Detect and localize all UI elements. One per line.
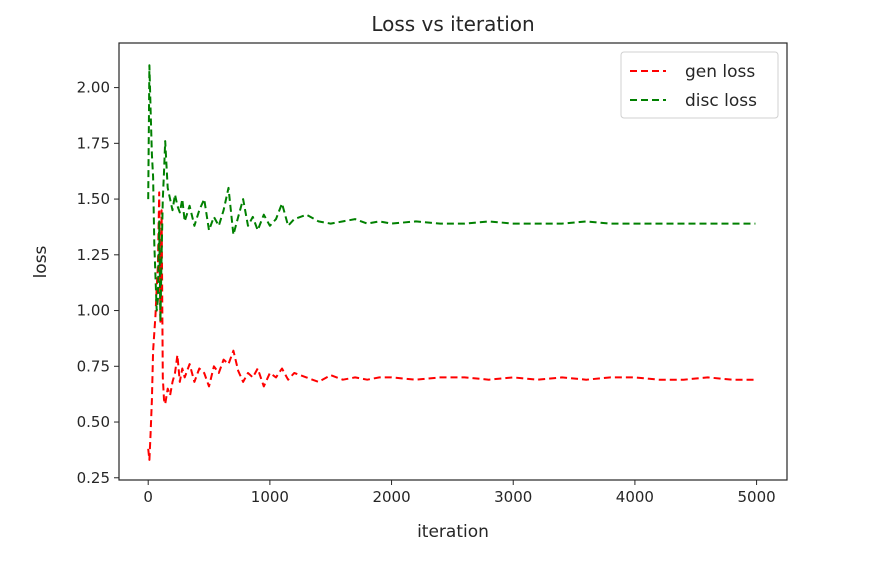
legend: gen loss disc loss bbox=[620, 51, 779, 119]
disc-loss-line bbox=[147, 64, 756, 323]
x-axis-ticks: 0 1000 2000 3000 4000 5000 bbox=[143, 480, 776, 506]
y-tick-label: 1.25 bbox=[77, 246, 110, 264]
y-tick-label: 1.50 bbox=[77, 190, 110, 208]
legend-disc-loss-label: disc loss bbox=[685, 91, 757, 111]
legend-gen-loss-label: gen loss bbox=[685, 62, 755, 82]
y-tick-label: 1.00 bbox=[77, 302, 110, 320]
y-tick-label: 1.75 bbox=[77, 134, 110, 152]
legend-box bbox=[620, 51, 779, 119]
y-tick-label: 0.25 bbox=[77, 469, 110, 487]
x-tick-label: 3000 bbox=[494, 488, 532, 506]
y-axis-ticks: 0.25 0.50 0.75 1.00 1.25 1.50 1.75 2.00 bbox=[77, 79, 119, 487]
series-layer bbox=[147, 64, 756, 461]
x-tick-label: 2000 bbox=[372, 488, 410, 506]
y-tick-label: 2.00 bbox=[77, 79, 110, 97]
gen-loss-line bbox=[147, 191, 756, 461]
y-tick-label: 0.75 bbox=[77, 357, 110, 375]
x-tick-label: 4000 bbox=[616, 488, 654, 506]
plot-frame bbox=[118, 42, 788, 481]
chart-title: Loss vs iteration bbox=[371, 12, 534, 36]
x-tick-label: 1000 bbox=[251, 488, 289, 506]
x-axis-label: iteration bbox=[417, 522, 489, 542]
y-axis-label: loss bbox=[31, 245, 51, 278]
y-tick-label: 0.50 bbox=[77, 413, 110, 431]
x-tick-label: 0 bbox=[143, 488, 153, 506]
x-tick-label: 5000 bbox=[737, 488, 775, 506]
